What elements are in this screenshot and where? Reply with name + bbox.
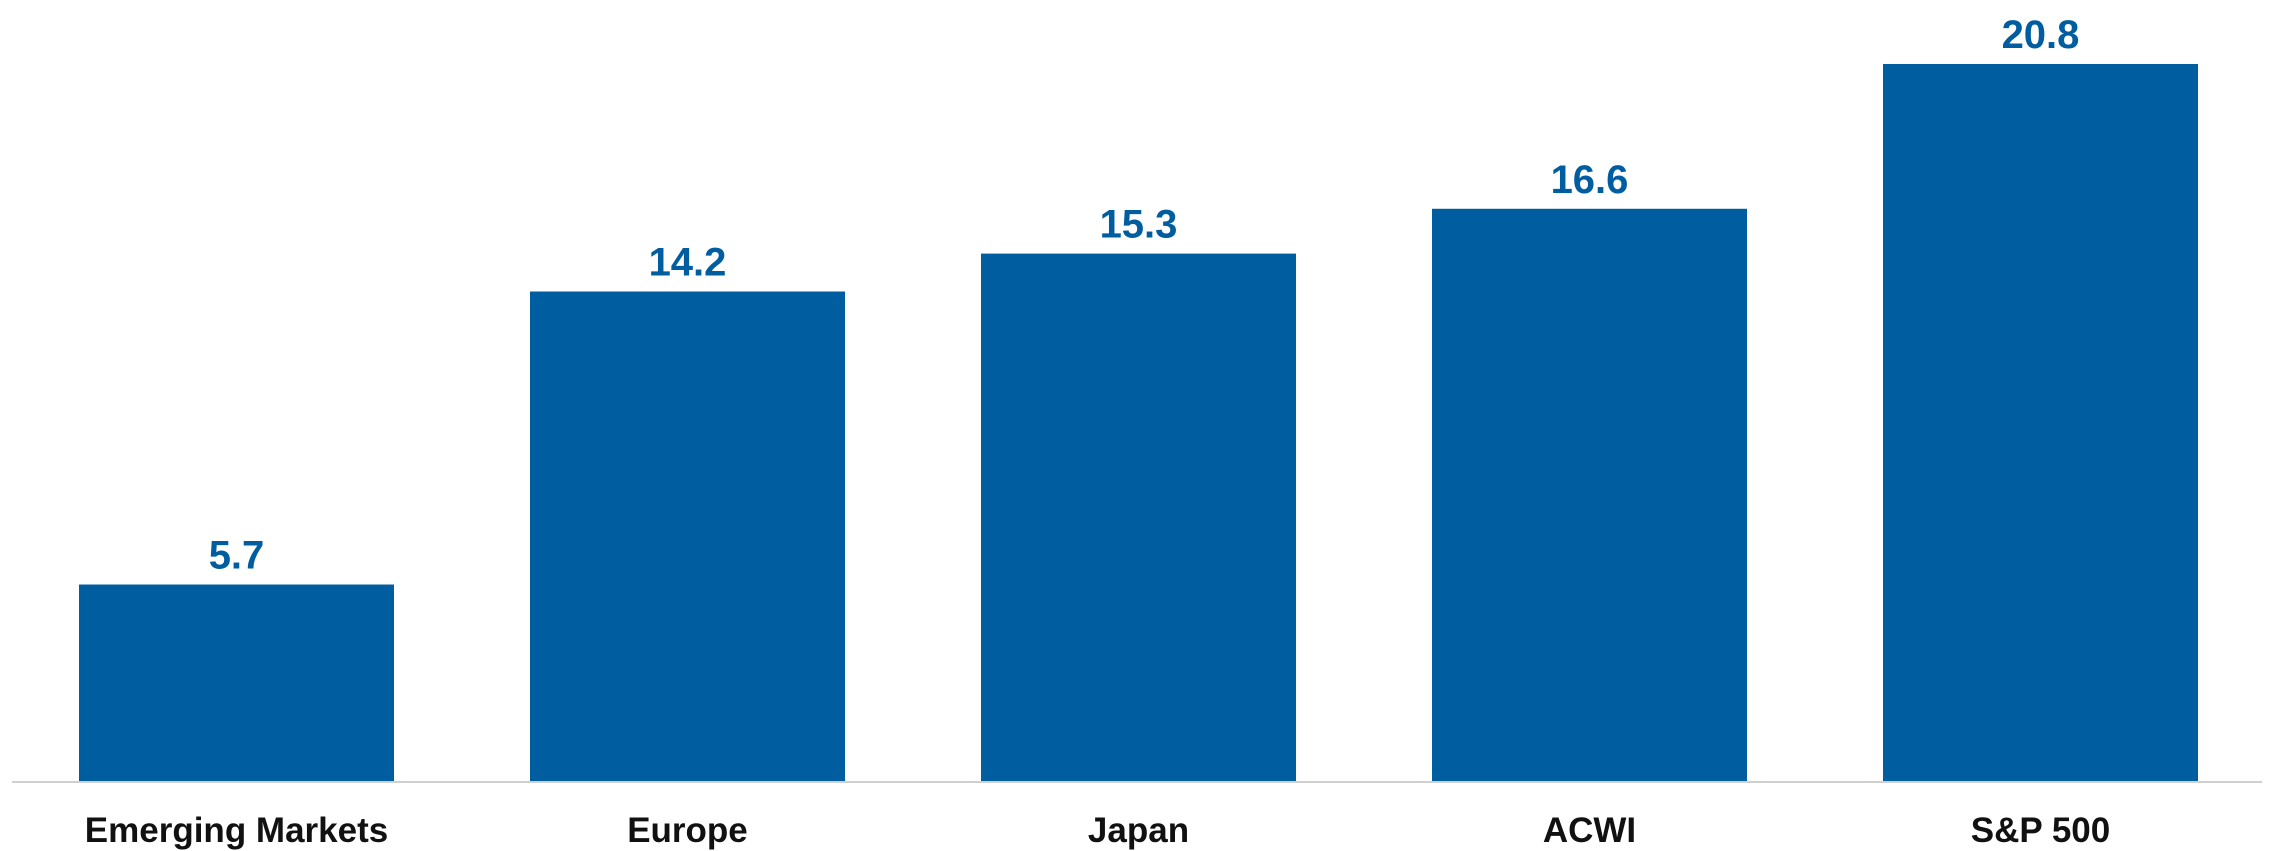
- bar-value-label-3: 16.6: [1551, 158, 1629, 202]
- category-label-3: ACWI: [1543, 811, 1636, 850]
- category-label-4: S&P 500: [1971, 811, 2110, 850]
- category-label-0: Emerging Markets: [85, 811, 388, 850]
- bar-value-label-4: 20.8: [2002, 13, 2080, 57]
- bar-2: [981, 253, 1296, 782]
- bar-value-label-1: 14.2: [649, 241, 727, 285]
- bar-value-label-2: 15.3: [1100, 203, 1178, 247]
- value-labels-group: 5.7 14.2 15.3 16.6 20.8: [209, 13, 2080, 578]
- category-labels-group: Emerging Markets Europe Japan ACWI S&P 500: [85, 811, 2110, 850]
- bars-group: [79, 64, 2198, 782]
- bar-0: [79, 584, 394, 781]
- bar-value-label-0: 5.7: [209, 534, 265, 578]
- bar-1: [530, 291, 845, 781]
- category-label-1: Europe: [627, 811, 748, 850]
- bar-3: [1432, 208, 1747, 782]
- category-label-2: Japan: [1088, 811, 1189, 850]
- bar-4: [1883, 64, 2198, 781]
